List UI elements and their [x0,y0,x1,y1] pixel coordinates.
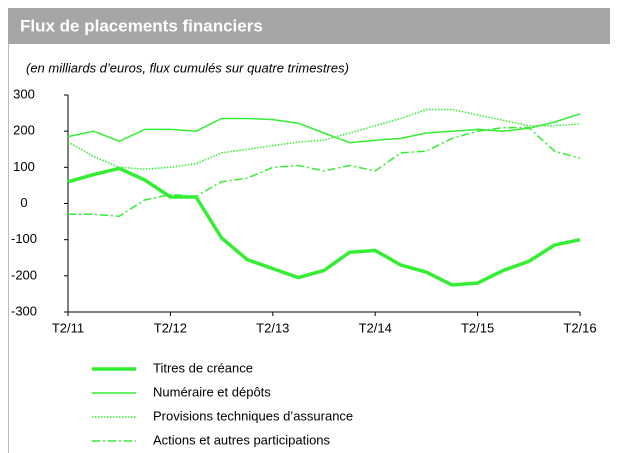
legend-label: Titres de créance [153,360,253,375]
series-line [67,113,581,144]
y-tick-label: -200 [11,267,37,282]
series-line [67,166,581,287]
chart-title: Flux de placements financiers [20,16,263,35]
y-tick-label: 200 [13,123,35,138]
chart-subtitle: (en milliards d’euros, flux cumulés sur … [26,60,349,75]
y-tick-label: 0 [20,195,27,210]
x-tick-label: T2/13 [256,320,289,335]
legend-label: Numéraire et dépôts [153,384,271,399]
x-tick-label: T2/16 [563,320,596,335]
header-bar [8,8,610,44]
legend-label: Actions et autres participations [153,432,331,447]
series-line [67,108,581,170]
legend-label: Provisions techniques d’assurance [153,408,353,423]
series-line [68,126,581,217]
x-tick-label: T2/12 [154,320,187,335]
x-tick-label: T2/11 [52,320,84,335]
x-tick-label: T2/14 [359,320,392,335]
x-tick-label: T2/15 [461,320,494,335]
y-tick-label: -100 [11,231,37,246]
y-tick-label: 100 [13,159,35,174]
y-tick-label: -300 [11,303,37,318]
y-tick-label: 300 [13,86,35,101]
